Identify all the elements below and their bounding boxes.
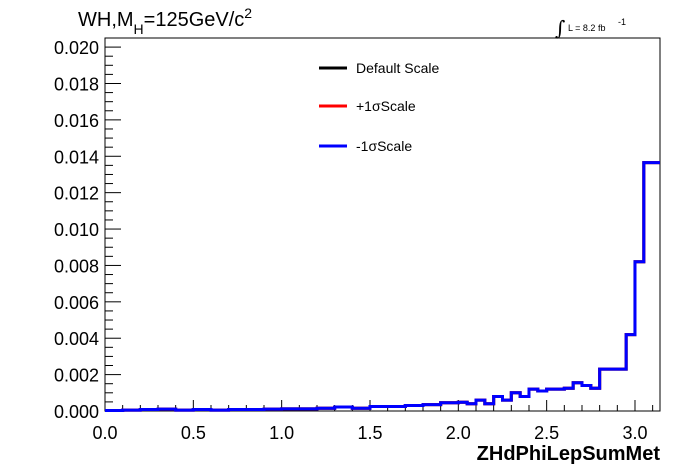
x-tick-label: 1.5 bbox=[357, 423, 382, 443]
legend-label-1: Default Scale bbox=[356, 60, 439, 76]
lumi-label: L = 8.2 fb bbox=[568, 23, 605, 33]
y-tick-label: 0.018 bbox=[54, 74, 99, 94]
x-tick-label: 0.5 bbox=[181, 423, 206, 443]
y-tick-label: 0.004 bbox=[54, 329, 99, 349]
x-axis-label: ZHdPhiLepSumMet bbox=[477, 443, 661, 465]
y-axis-tick-labels: 0.000 0.002 0.004 0.006 0.008 0.010 0.012 0.014… bbox=[54, 38, 99, 422]
x-tick-label: 2.5 bbox=[534, 423, 559, 443]
lumi-integral: ∫ bbox=[555, 16, 565, 40]
y-tick-label: 0.006 bbox=[54, 293, 99, 313]
y-tick-label: 0.012 bbox=[54, 184, 99, 204]
x-axis-tick-labels: 0.0 0.5 1.0 1.5 2.0 2.5 3.0 bbox=[92, 423, 647, 443]
plot-frame bbox=[104, 37, 661, 412]
series-line-3 bbox=[105, 161, 660, 412]
x-tick-label: 2.0 bbox=[446, 423, 471, 443]
series-group bbox=[105, 161, 660, 412]
y-tick-label: 0.020 bbox=[54, 38, 99, 58]
legend-label-3: -1σScale bbox=[356, 138, 412, 154]
x-tick-label: 3.0 bbox=[622, 423, 647, 443]
chart-title-subscript: H bbox=[134, 21, 144, 37]
y-tick-label: 0.014 bbox=[54, 147, 99, 167]
chart-title-superscript: 2 bbox=[244, 5, 252, 21]
y-tick-label: 0.010 bbox=[54, 220, 99, 240]
legend: Default Scale +1σScale -1σScale bbox=[319, 60, 439, 154]
y-tick-label: 0.002 bbox=[54, 366, 99, 386]
lumi-superscript: -1 bbox=[618, 17, 626, 27]
chart-title-rest: =125GeV/c bbox=[144, 9, 245, 31]
y-tick-label: 0.016 bbox=[54, 111, 99, 131]
legend-label-2: +1σScale bbox=[356, 98, 416, 114]
x-tick-label: 0.0 bbox=[92, 423, 117, 443]
y-tick-label: 0.000 bbox=[54, 402, 99, 422]
y-tick-label: 0.008 bbox=[54, 256, 99, 276]
chart-title: WH,MH=125GeV/c2 bbox=[78, 5, 252, 37]
x-tick-label: 1.0 bbox=[269, 423, 294, 443]
